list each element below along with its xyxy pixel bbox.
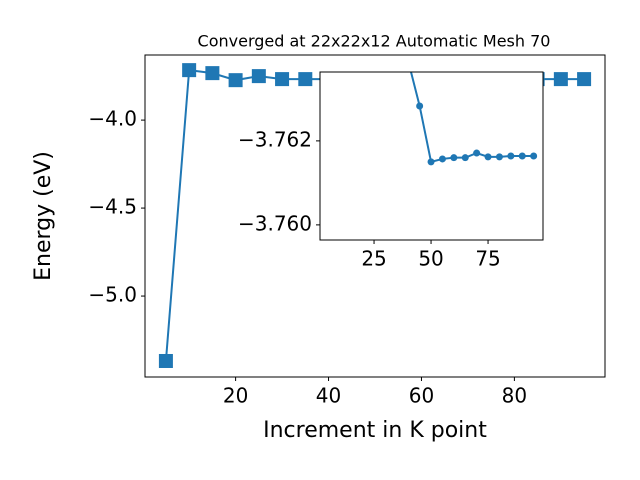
marker bbox=[182, 63, 197, 78]
y-tick-label: −3.762 bbox=[238, 127, 312, 151]
x-axis-label: Increment in K point bbox=[263, 418, 487, 443]
y-axis-label: Energy (eV) bbox=[31, 151, 56, 281]
marker bbox=[473, 149, 481, 157]
marker bbox=[450, 154, 458, 162]
marker bbox=[507, 152, 515, 160]
marker bbox=[205, 66, 220, 81]
y-tick-label: −4.5 bbox=[88, 195, 137, 219]
plot-area bbox=[409, 72, 538, 166]
x-tick-label: 60 bbox=[409, 384, 434, 408]
marker bbox=[577, 72, 592, 87]
marker bbox=[495, 153, 503, 161]
chart-title: Converged at 22x22x12 Automatic Mesh 70 bbox=[198, 32, 551, 51]
marker bbox=[416, 102, 424, 110]
x-tick-label: 20 bbox=[223, 384, 248, 408]
axes-frame bbox=[144, 54, 606, 378]
marker bbox=[461, 154, 469, 162]
marker bbox=[275, 72, 290, 87]
x-tick-label: 80 bbox=[502, 384, 527, 408]
marker bbox=[298, 72, 313, 87]
marker bbox=[518, 152, 526, 160]
y-tick-label: −5.0 bbox=[88, 283, 137, 307]
x-tick-label: 25 bbox=[361, 247, 386, 271]
marker bbox=[553, 72, 568, 87]
marker bbox=[530, 152, 538, 160]
x-tick-label: 75 bbox=[475, 247, 500, 271]
marker bbox=[484, 153, 492, 161]
marker bbox=[251, 69, 266, 84]
marker bbox=[427, 158, 435, 166]
marker bbox=[438, 155, 446, 163]
y-tick-label: −3.760 bbox=[238, 211, 312, 235]
y-tick-label: −4.0 bbox=[88, 107, 137, 131]
marker bbox=[228, 73, 243, 88]
marker bbox=[158, 353, 173, 368]
x-tick-label: 50 bbox=[418, 247, 443, 271]
x-tick-label: 40 bbox=[316, 384, 341, 408]
